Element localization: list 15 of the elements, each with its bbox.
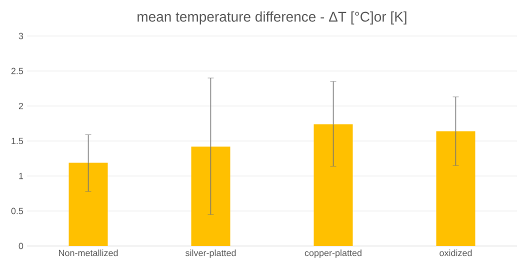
bar (436, 131, 476, 246)
y-tick-label: 2 (18, 102, 24, 110)
x-tick-label: oxidized (440, 250, 472, 256)
y-tick-label: 3 (18, 32, 24, 40)
x-tick-label: copper-platted (304, 250, 362, 258)
x-tick-label: silver-platted (185, 250, 236, 258)
x-tick-label: Non-metallized (58, 250, 118, 256)
bar (314, 124, 353, 246)
chart-title: mean temperature difference - ΔT [°C]or [K] (138, 11, 406, 24)
bar (68, 162, 108, 246)
y-tick-label: 1 (19, 172, 24, 180)
y-tick-label: 0.5 (11, 208, 24, 214)
y-tick-label: 2.5 (11, 68, 24, 74)
y-tick-label: 0 (18, 242, 24, 250)
y-tick-label: 1.5 (12, 138, 24, 144)
